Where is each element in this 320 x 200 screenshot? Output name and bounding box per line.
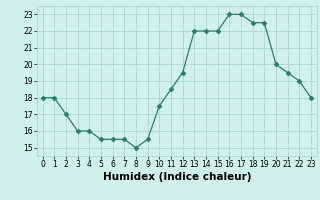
X-axis label: Humidex (Indice chaleur): Humidex (Indice chaleur) — [102, 172, 251, 182]
